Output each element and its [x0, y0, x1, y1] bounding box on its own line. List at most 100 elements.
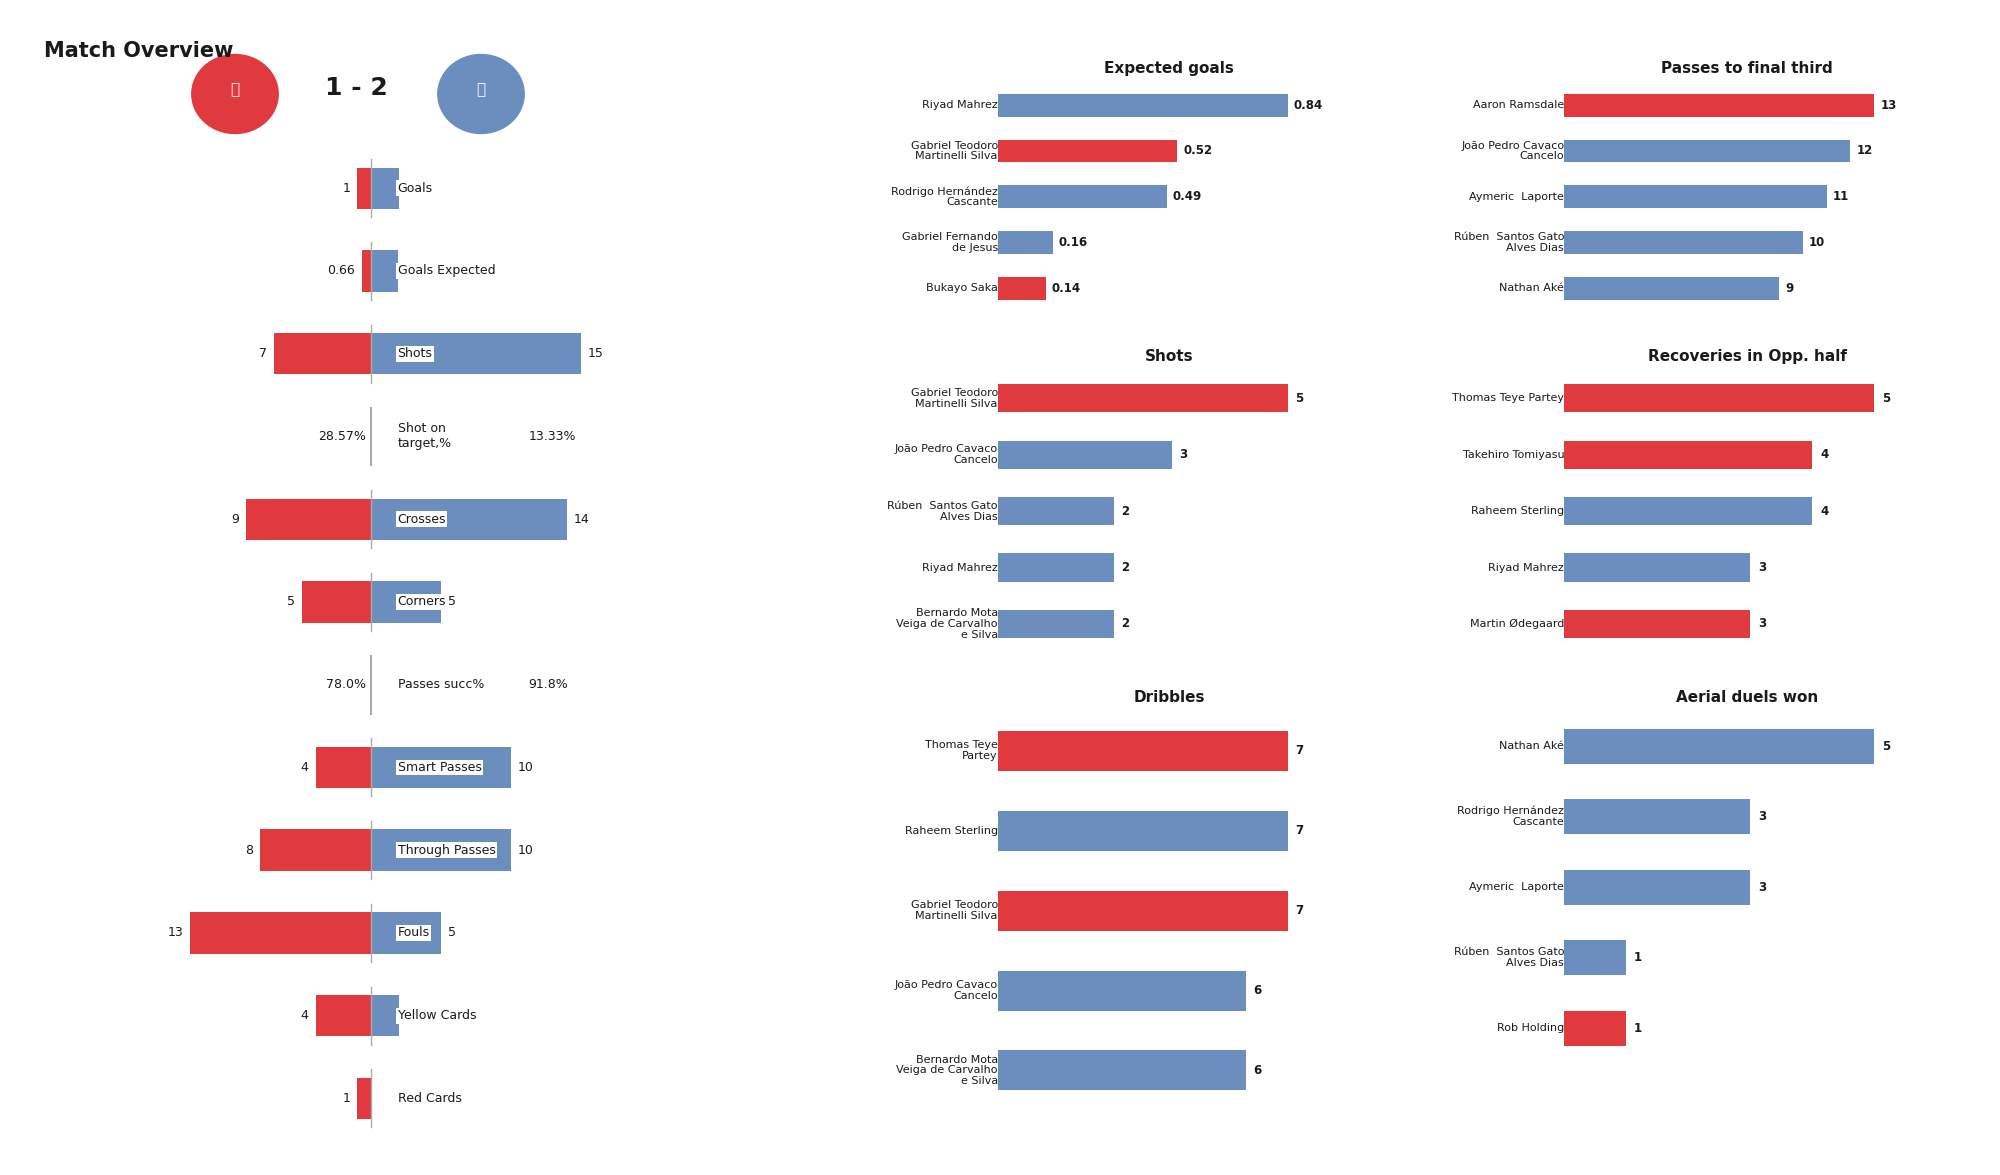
- Text: 10: 10: [518, 761, 534, 774]
- Bar: [1564, 610, 1750, 638]
- Text: 3: 3: [1758, 560, 1766, 575]
- Text: 0.84: 0.84: [1294, 99, 1322, 112]
- Bar: [316, 747, 372, 788]
- Text: 0.14: 0.14: [1052, 282, 1082, 295]
- Bar: [246, 498, 372, 539]
- Text: 10: 10: [1808, 236, 1826, 249]
- Bar: [998, 811, 1288, 851]
- Bar: [372, 333, 580, 375]
- Text: 3: 3: [1758, 810, 1766, 824]
- Text: 15: 15: [588, 348, 604, 361]
- Text: 2: 2: [1122, 617, 1130, 631]
- Text: Red Cards: Red Cards: [398, 1092, 462, 1104]
- Text: Gabriel Teodoro
Martinelli Silva: Gabriel Teodoro Martinelli Silva: [910, 141, 998, 161]
- Bar: [998, 731, 1288, 771]
- Text: 6: 6: [1254, 983, 1262, 998]
- Text: 0.52: 0.52: [1184, 145, 1212, 157]
- Text: Rob Holding: Rob Holding: [1496, 1023, 1564, 1033]
- Text: Rúben  Santos Gato
Alves Dias: Rúben Santos Gato Alves Dias: [888, 501, 998, 522]
- Text: 5: 5: [1296, 391, 1304, 405]
- Bar: [998, 610, 1114, 638]
- Bar: [998, 231, 1054, 254]
- Text: João Pedro Cavaco
Cancelo: João Pedro Cavaco Cancelo: [894, 444, 998, 465]
- Text: Match Overview: Match Overview: [44, 41, 234, 61]
- Text: 8: 8: [244, 844, 252, 857]
- Text: Riyad Mahrez: Riyad Mahrez: [1488, 563, 1564, 572]
- Bar: [190, 912, 372, 954]
- Text: Goals: Goals: [398, 182, 432, 195]
- Text: 4: 4: [1820, 504, 1828, 518]
- Text: Aaron Ramsdale: Aaron Ramsdale: [1472, 100, 1564, 110]
- Text: Shots: Shots: [1144, 349, 1194, 364]
- Bar: [362, 250, 372, 291]
- Text: João Pedro Cavaco
Cancelo: João Pedro Cavaco Cancelo: [894, 980, 998, 1001]
- Bar: [1564, 441, 1812, 469]
- Text: 5: 5: [286, 596, 294, 609]
- Bar: [1564, 94, 1874, 116]
- Text: 7: 7: [1296, 904, 1304, 918]
- Text: ⚽: ⚽: [476, 82, 486, 98]
- Text: Rúben  Santos Gato
Alves Dias: Rúben Santos Gato Alves Dias: [1454, 947, 1564, 968]
- Bar: [998, 1050, 1246, 1090]
- Text: Riyad Mahrez: Riyad Mahrez: [922, 563, 998, 572]
- Bar: [1564, 870, 1750, 905]
- Bar: [358, 1077, 372, 1119]
- Text: Rodrigo Hernández
Cascante: Rodrigo Hernández Cascante: [890, 186, 998, 208]
- Text: 5: 5: [1882, 391, 1890, 405]
- Bar: [372, 912, 442, 954]
- Bar: [372, 995, 400, 1036]
- Text: 7: 7: [1296, 824, 1304, 838]
- Bar: [998, 384, 1288, 412]
- Text: 13.33%: 13.33%: [528, 430, 576, 443]
- Text: Shots: Shots: [398, 348, 432, 361]
- Text: 3: 3: [1758, 617, 1766, 631]
- Text: 9: 9: [232, 512, 238, 525]
- Circle shape: [438, 54, 524, 134]
- Text: Passes to final third: Passes to final third: [1662, 61, 1832, 76]
- Bar: [998, 497, 1114, 525]
- Text: 3: 3: [1758, 880, 1766, 894]
- Bar: [372, 747, 510, 788]
- Circle shape: [192, 54, 278, 134]
- Text: 0.49: 0.49: [1172, 190, 1202, 203]
- Bar: [1564, 799, 1750, 834]
- Text: Aerial duels won: Aerial duels won: [1676, 690, 1818, 705]
- Text: 4: 4: [300, 1009, 308, 1022]
- Text: 13: 13: [1880, 99, 1896, 112]
- Text: 78.0%: 78.0%: [326, 678, 366, 691]
- Bar: [1564, 277, 1778, 300]
- Bar: [998, 277, 1046, 300]
- Text: Nathan Aké: Nathan Aké: [1500, 283, 1564, 294]
- Text: Gabriel Fernando
de Jesus: Gabriel Fernando de Jesus: [902, 233, 998, 253]
- Text: Aymeric  Laporte: Aymeric Laporte: [1470, 192, 1564, 202]
- Bar: [260, 830, 372, 871]
- Text: 3: 3: [1180, 448, 1188, 462]
- Text: 6: 6: [1254, 1063, 1262, 1077]
- Text: 2: 2: [1122, 560, 1130, 575]
- Bar: [1564, 940, 1626, 975]
- Bar: [998, 140, 1178, 162]
- Text: 5: 5: [448, 596, 456, 609]
- Text: Corners: Corners: [398, 596, 446, 609]
- Bar: [274, 333, 372, 375]
- Text: Bernardo Mota
Veiga de Carvalho
e Silva: Bernardo Mota Veiga de Carvalho e Silva: [896, 1055, 998, 1086]
- Text: Thomas Teye
Partey: Thomas Teye Partey: [924, 740, 998, 761]
- Bar: [372, 168, 400, 209]
- Text: Smart Passes: Smart Passes: [398, 761, 482, 774]
- Text: 10: 10: [518, 844, 534, 857]
- Text: Gabriel Teodoro
Martinelli Silva: Gabriel Teodoro Martinelli Silva: [910, 900, 998, 921]
- Bar: [998, 186, 1166, 208]
- Text: Takehiro Tomiyasu: Takehiro Tomiyasu: [1462, 450, 1564, 459]
- Text: Dribbles: Dribbles: [1134, 690, 1204, 705]
- Text: 1: 1: [1634, 1021, 1642, 1035]
- Text: Crosses: Crosses: [398, 512, 446, 525]
- Text: 1: 1: [342, 1092, 350, 1104]
- Text: Passes succ%: Passes succ%: [398, 678, 484, 691]
- Bar: [1564, 231, 1802, 254]
- Bar: [1564, 553, 1750, 582]
- Text: Gabriel Teodoro
Martinelli Silva: Gabriel Teodoro Martinelli Silva: [910, 388, 998, 409]
- Text: 4: 4: [300, 761, 308, 774]
- Text: Thomas Teye Partey: Thomas Teye Partey: [1452, 394, 1564, 403]
- Text: Rodrigo Hernández
Cascante: Rodrigo Hernández Cascante: [1458, 806, 1564, 827]
- Bar: [998, 441, 1172, 469]
